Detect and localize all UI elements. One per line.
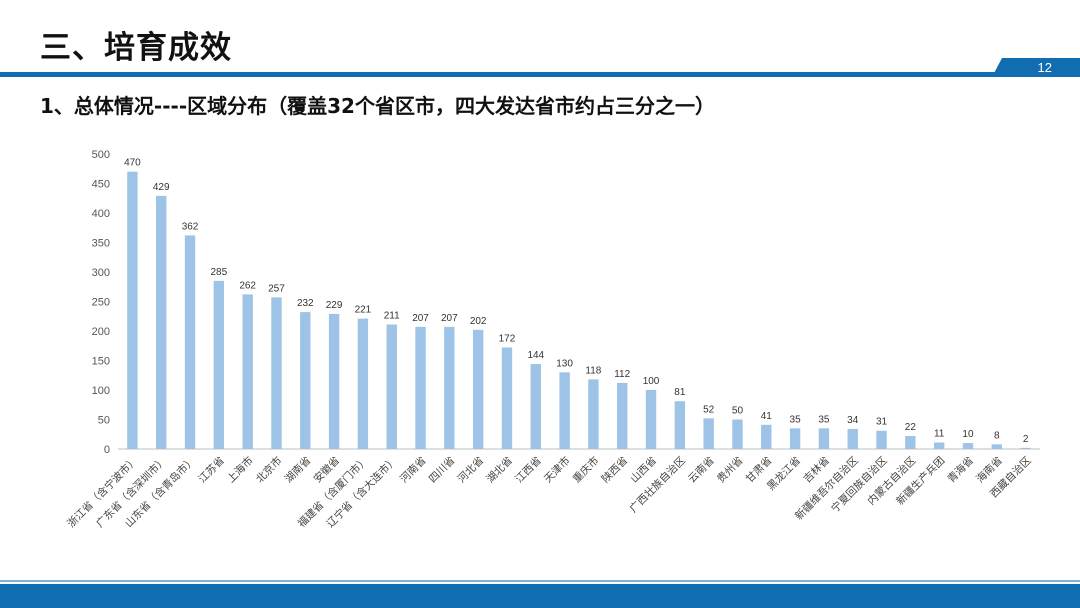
category-label: 河南省 <box>397 454 428 485</box>
y-tick-label: 350 <box>92 238 110 250</box>
bar <box>674 401 686 449</box>
data-label: 50 <box>732 406 744 417</box>
bar <box>213 280 225 449</box>
data-label: 118 <box>585 365 601 376</box>
data-label: 211 <box>384 311 400 322</box>
y-tick-label: 450 <box>92 179 110 191</box>
data-label: 34 <box>847 415 859 426</box>
y-tick-label: 500 <box>92 149 110 161</box>
y-tick-label: 100 <box>92 385 110 397</box>
data-label: 207 <box>412 313 429 324</box>
bar <box>617 382 628 449</box>
bar <box>933 442 945 449</box>
data-label: 202 <box>470 316 487 327</box>
bar <box>328 313 340 449</box>
bar <box>703 418 714 449</box>
bar <box>789 428 801 449</box>
category-label: 青海省 <box>945 454 976 485</box>
data-label: 52 <box>703 404 715 415</box>
bar <box>271 297 282 449</box>
y-tick-label: 400 <box>92 208 110 220</box>
data-label: 10 <box>962 429 974 440</box>
y-tick-label: 150 <box>92 356 110 368</box>
data-label: 31 <box>876 417 888 428</box>
category-label: 贵州省 <box>714 454 745 485</box>
bar <box>905 436 916 449</box>
data-label: 257 <box>268 283 285 294</box>
bar <box>501 347 513 449</box>
bar <box>530 364 541 449</box>
category-label: 四川省 <box>426 454 457 485</box>
footer-accent-line <box>0 580 1080 582</box>
category-label: 天津市 <box>541 454 572 485</box>
category-label: 江苏省 <box>195 454 226 485</box>
y-tick-label: 0 <box>104 444 110 456</box>
y-tick-label: 200 <box>92 326 110 338</box>
footer-bar <box>0 584 1080 608</box>
bar <box>559 372 570 449</box>
data-label: 429 <box>153 182 170 193</box>
bar <box>156 195 167 449</box>
region-distribution-bar-chart: 050100150200250300350400450500470浙江省（含宁波… <box>65 149 1040 530</box>
slide-title: 三、培育成效 <box>40 30 232 66</box>
y-tick-label: 250 <box>92 297 110 309</box>
bar <box>761 424 772 449</box>
y-tick-label: 300 <box>92 267 110 279</box>
category-label: 云南省 <box>685 454 716 485</box>
data-label: 35 <box>818 414 830 425</box>
data-label: 35 <box>790 414 802 425</box>
data-label: 22 <box>905 422 917 433</box>
data-label: 81 <box>674 387 686 398</box>
bar <box>732 419 743 449</box>
data-label: 100 <box>643 376 660 387</box>
data-label: 172 <box>499 334 516 345</box>
bar <box>415 326 426 449</box>
data-label: 8 <box>994 430 1000 441</box>
bar <box>962 443 974 449</box>
data-label: 11 <box>934 429 945 440</box>
category-label: 江西省 <box>512 454 543 485</box>
bar <box>300 312 311 449</box>
bar <box>357 318 369 449</box>
slide-subtitle: 1、总体情况----区域分布（覆盖32个省区市，四大发达省市约占三分之一） <box>40 94 715 118</box>
bar <box>242 294 253 449</box>
bar <box>1020 447 1031 449</box>
data-label: 2 <box>1023 434 1029 445</box>
data-label: 262 <box>239 280 256 291</box>
category-label: 重庆市 <box>570 454 601 485</box>
bar <box>847 428 858 449</box>
data-label: 130 <box>556 358 573 369</box>
data-label: 144 <box>527 350 544 361</box>
bar <box>588 379 599 449</box>
bar <box>472 329 484 449</box>
category-label: 湖北省 <box>484 454 515 485</box>
category-label: 河北省 <box>455 454 486 485</box>
bar <box>991 444 1002 449</box>
data-label: 221 <box>355 305 372 316</box>
data-label: 41 <box>761 411 773 422</box>
bar <box>127 171 138 449</box>
category-label: 陕西省 <box>599 454 630 485</box>
page-number: 12 <box>1037 60 1052 75</box>
data-label: 229 <box>326 300 343 311</box>
data-label: 232 <box>297 298 314 309</box>
category-label: 湖南省 <box>282 454 313 485</box>
data-label: 285 <box>211 267 228 278</box>
category-label: 北京市 <box>253 454 284 485</box>
data-label: 362 <box>182 221 199 232</box>
y-tick-label: 50 <box>98 415 110 427</box>
bar <box>184 235 196 449</box>
bar <box>645 390 657 449</box>
bar <box>818 428 830 449</box>
data-label: 470 <box>124 158 141 169</box>
data-label: 207 <box>441 313 458 324</box>
data-label: 112 <box>614 369 630 380</box>
header-divider <box>0 72 1080 77</box>
bar <box>876 430 887 449</box>
bar <box>386 324 397 449</box>
bar <box>444 326 455 449</box>
category-label: 上海市 <box>224 454 255 485</box>
